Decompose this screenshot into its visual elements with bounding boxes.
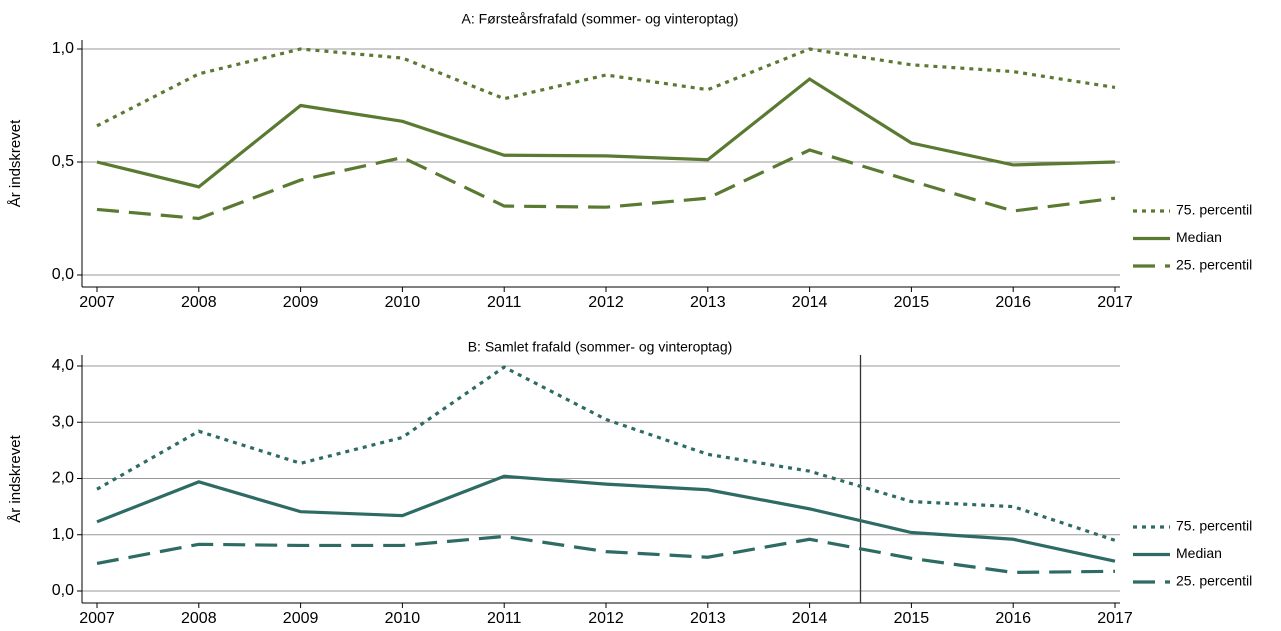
chart-title: A: Førsteårsfrafald (sommer- og vinterop… — [462, 11, 739, 27]
legend-label: 25. percentil — [1176, 573, 1252, 589]
y-tick-label: 4,0 — [52, 357, 74, 374]
y-tick-label: 0,0 — [52, 266, 74, 283]
x-tick-label: 2009 — [283, 610, 319, 627]
x-tick-label: 2008 — [181, 294, 217, 311]
x-tick-label: 2013 — [690, 294, 726, 311]
x-tick-label: 2011 — [487, 294, 522, 311]
x-tick-label: 2016 — [995, 294, 1031, 311]
x-tick-label: 2012 — [588, 610, 624, 627]
legend-label: 75. percentil — [1176, 202, 1252, 218]
x-tick-label: 2017 — [1097, 610, 1133, 627]
x-tick-label: 2010 — [385, 610, 421, 627]
y-tick-label: 1,0 — [52, 526, 74, 543]
x-tick-label: 2007 — [79, 610, 115, 627]
y-tick-label: 0,5 — [52, 153, 74, 170]
y-tick-label: 2,0 — [52, 470, 74, 487]
x-tick-label: 2015 — [894, 294, 930, 311]
x-tick-label: 2013 — [690, 610, 726, 627]
x-tick-label: 2007 — [79, 294, 115, 311]
data-line — [96, 365, 1116, 542]
y-axis-label: År indskrevet — [7, 434, 24, 522]
x-tick-label: 2014 — [792, 294, 828, 311]
data-line — [96, 47, 1116, 128]
x-tick-label: 2015 — [894, 610, 930, 627]
data-line — [96, 534, 1116, 575]
y-tick-label: 0,0 — [52, 582, 74, 599]
legend-label: Median — [1176, 545, 1222, 561]
x-tick-label: 2016 — [995, 610, 1031, 627]
data-line — [96, 474, 1116, 563]
x-tick-label: 2017 — [1097, 294, 1133, 311]
data-line — [96, 148, 1116, 221]
x-tick-label: 2014 — [792, 610, 828, 627]
legend-label: Median — [1176, 229, 1222, 245]
y-tick-label: 1,0 — [52, 40, 74, 57]
x-tick-label: 2012 — [588, 294, 624, 311]
x-tick-label: 2010 — [385, 294, 421, 311]
y-axis-label: År indskrevet — [7, 119, 24, 207]
x-tick-label: 2011 — [487, 610, 522, 627]
x-tick-label: 2009 — [283, 294, 319, 311]
y-tick-label: 3,0 — [52, 413, 74, 430]
data-line — [96, 77, 1116, 189]
legend-label: 75. percentil — [1176, 518, 1252, 534]
legend-label: 25. percentil — [1176, 257, 1252, 273]
chart-title: B: Samlet frafald (sommer- og vinteropta… — [468, 339, 733, 355]
x-tick-label: 2008 — [181, 610, 217, 627]
